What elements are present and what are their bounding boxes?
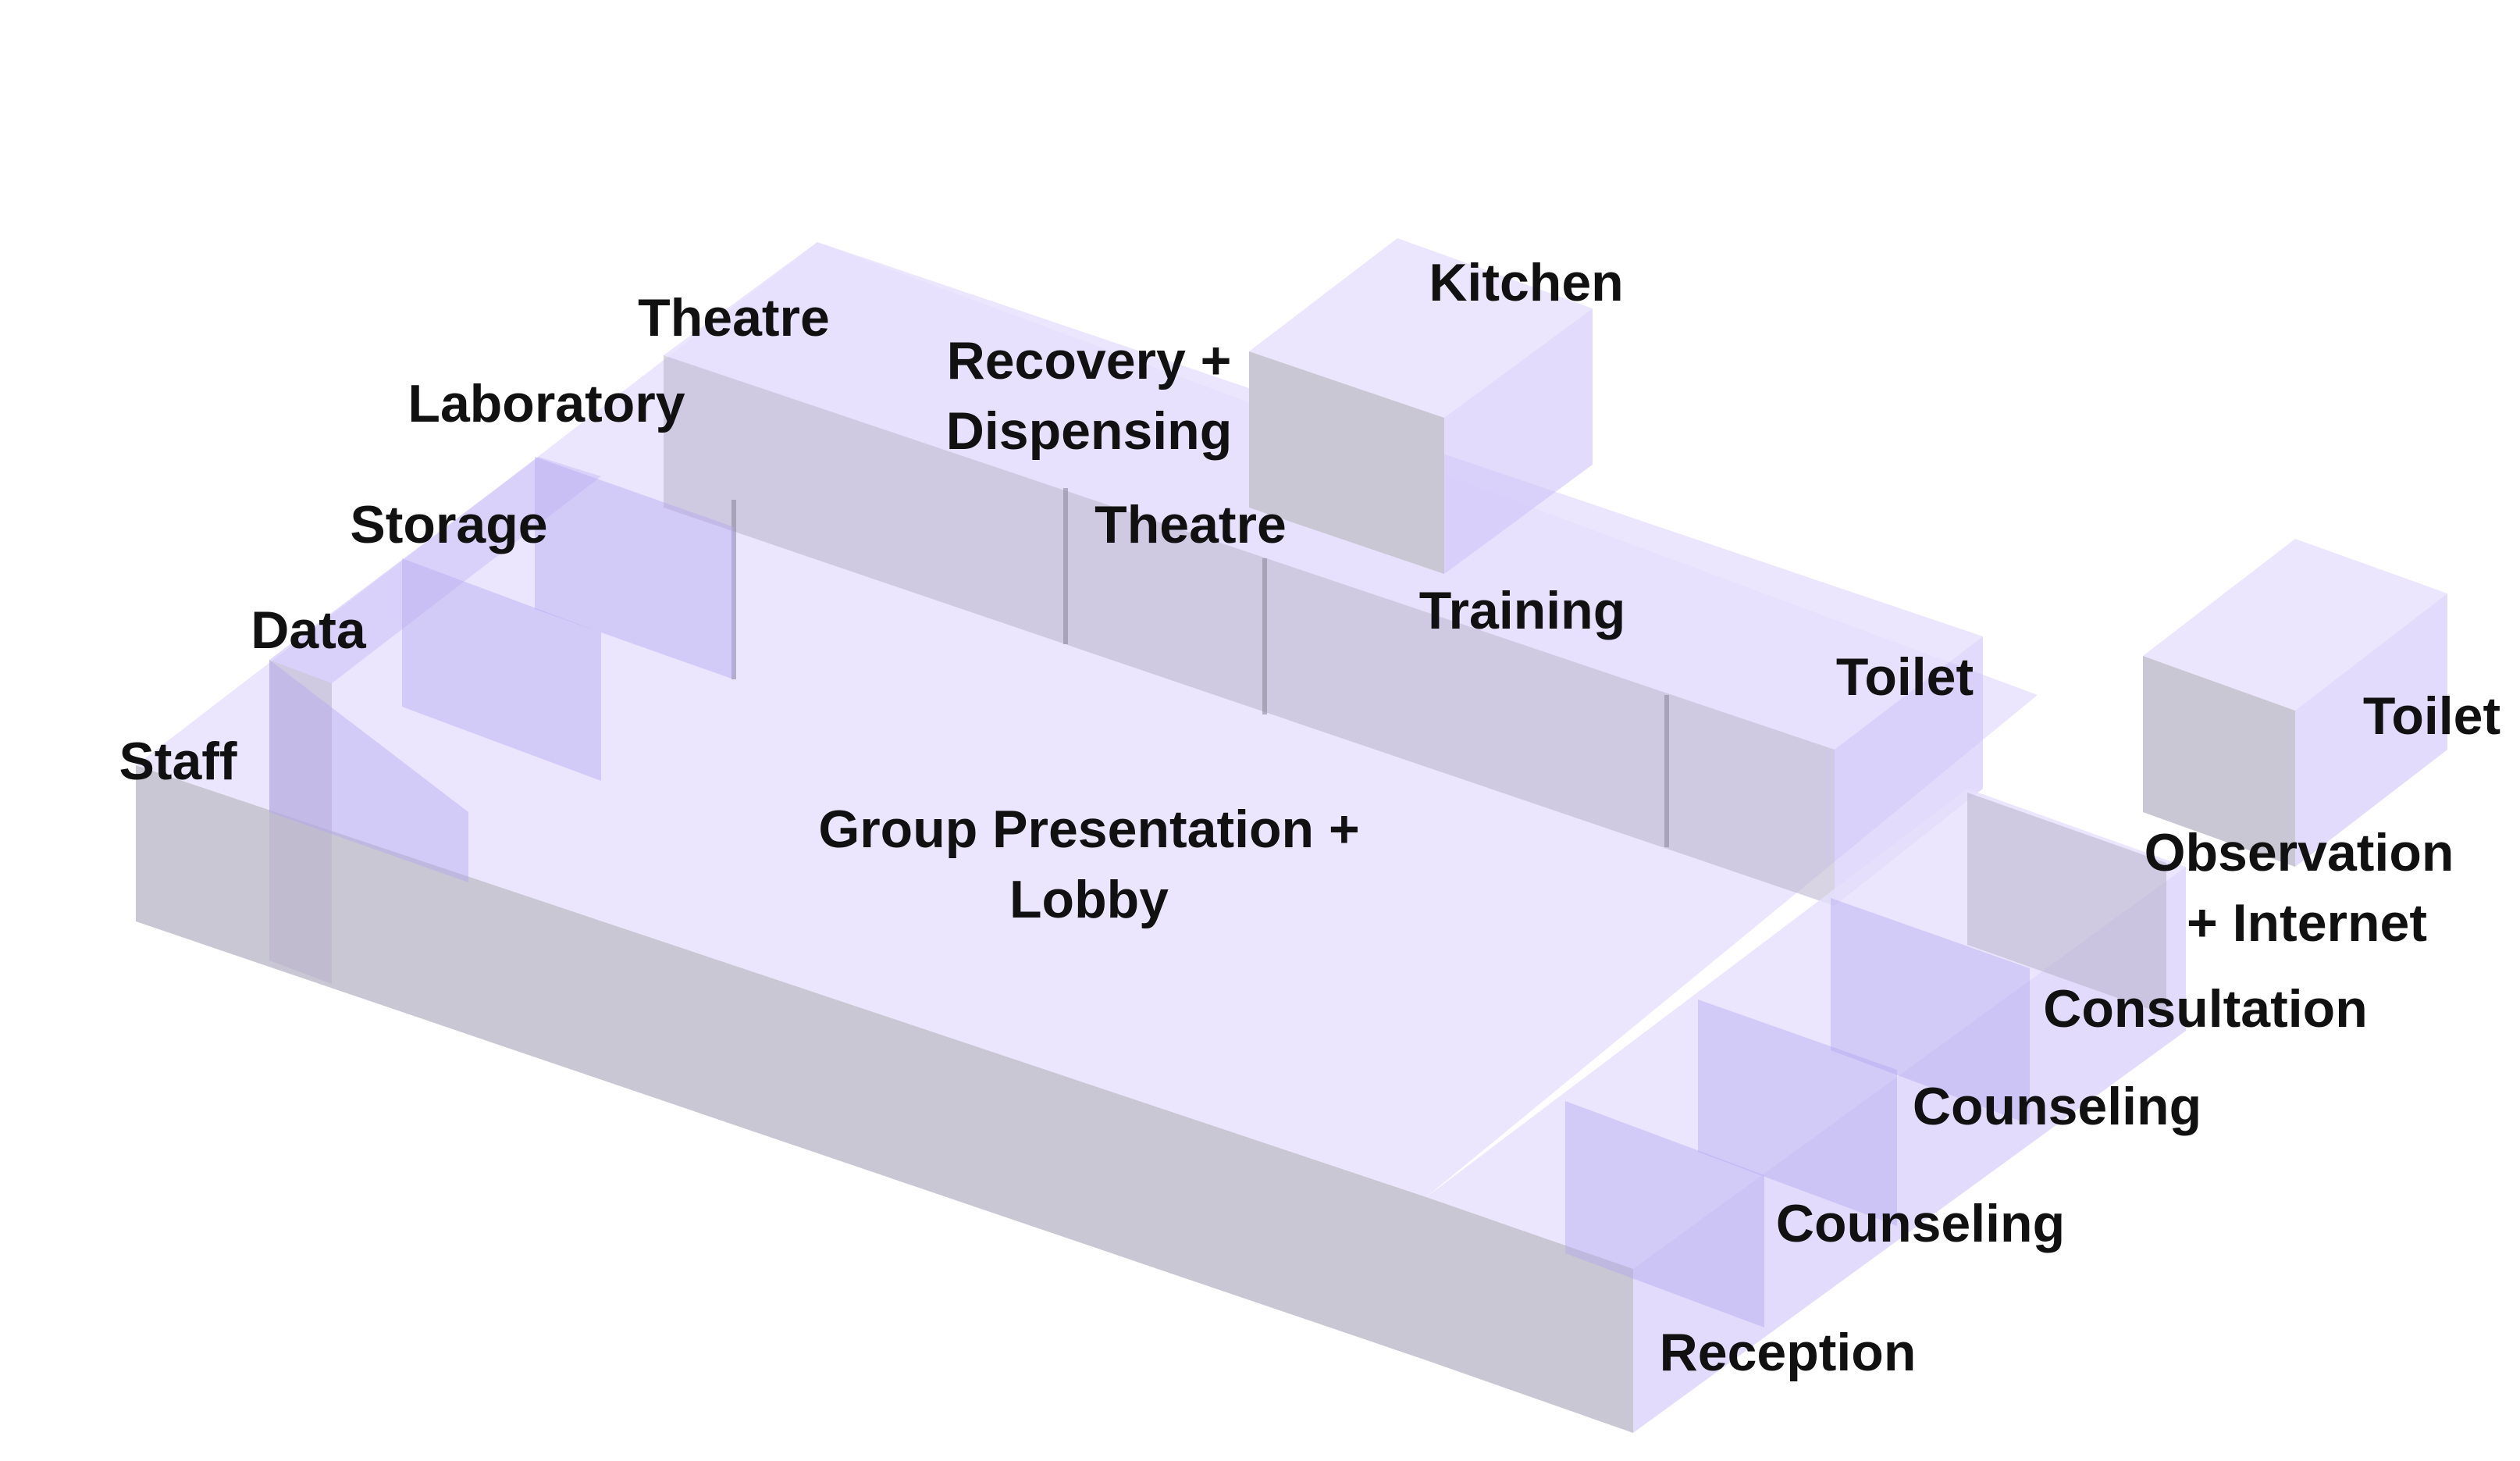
label-consultation: Consultation <box>2043 979 2368 1039</box>
label-laboratory: Laboratory <box>408 374 685 433</box>
label-group-line1: Group Presentation + <box>818 800 1359 859</box>
label-storage: Storage <box>350 495 547 554</box>
observation-side <box>2295 593 2447 867</box>
label-theatre-top: Theatre <box>638 288 830 347</box>
wall-reception-counseling <box>1565 1101 1764 1327</box>
label-observation-line2: + Internet <box>2187 893 2427 953</box>
label-group-line2: Lobby <box>1009 870 1169 929</box>
wall-counseling-consultation <box>1831 898 2030 1124</box>
observation-block <box>2143 539 2447 867</box>
label-counseling-lower: Counseling <box>1776 1194 2065 1253</box>
kitchen-top <box>1249 238 1593 418</box>
kitchen-front <box>1249 351 1444 574</box>
kitchen-block <box>1249 238 1593 574</box>
label-toilet-right: Toilet <box>2363 686 2500 746</box>
left-wing-front <box>269 660 332 984</box>
back-wing-front <box>664 355 1835 906</box>
label-recovery-line2: Dispensing <box>946 401 1233 461</box>
room-labels: Theatre Recovery + Dispensing Kitchen La… <box>119 253 2500 1382</box>
label-counseling-upper: Counseling <box>1913 1077 2201 1136</box>
left-wing-wall-data <box>269 660 468 882</box>
label-theatre-mid: Theatre <box>1094 495 1287 554</box>
observation-top <box>2143 539 2447 711</box>
wall-consultation-observation <box>1967 793 2166 1015</box>
left-wing-wall-lab <box>535 457 734 679</box>
label-observation-line1: Observation <box>2144 823 2454 882</box>
back-wing-end <box>1835 636 1983 906</box>
main-slab <box>136 242 2038 1433</box>
label-training: Training <box>1419 581 1625 640</box>
left-wing-wall-storage <box>402 558 601 781</box>
label-reception: Reception <box>1660 1323 1917 1382</box>
label-staff: Staff <box>119 732 237 791</box>
right-wing-side <box>1633 867 2186 1433</box>
label-toilet-mid: Toilet <box>1836 647 1974 707</box>
main-slab-top-face <box>136 242 2038 1197</box>
kitchen-side <box>1444 308 1593 574</box>
main-slab-front-face <box>1426 1197 1633 1433</box>
observation-front <box>2143 656 2295 867</box>
label-recovery-line1: Recovery + <box>947 331 1232 390</box>
label-kitchen: Kitchen <box>1429 253 1623 312</box>
label-data: Data <box>251 600 367 660</box>
main-slab-left-face <box>136 765 1426 1360</box>
left-wing-top <box>269 457 601 683</box>
wall-counseling-counseling <box>1698 1000 1897 1226</box>
right-wing <box>1426 789 2186 1433</box>
left-wing <box>269 457 734 984</box>
